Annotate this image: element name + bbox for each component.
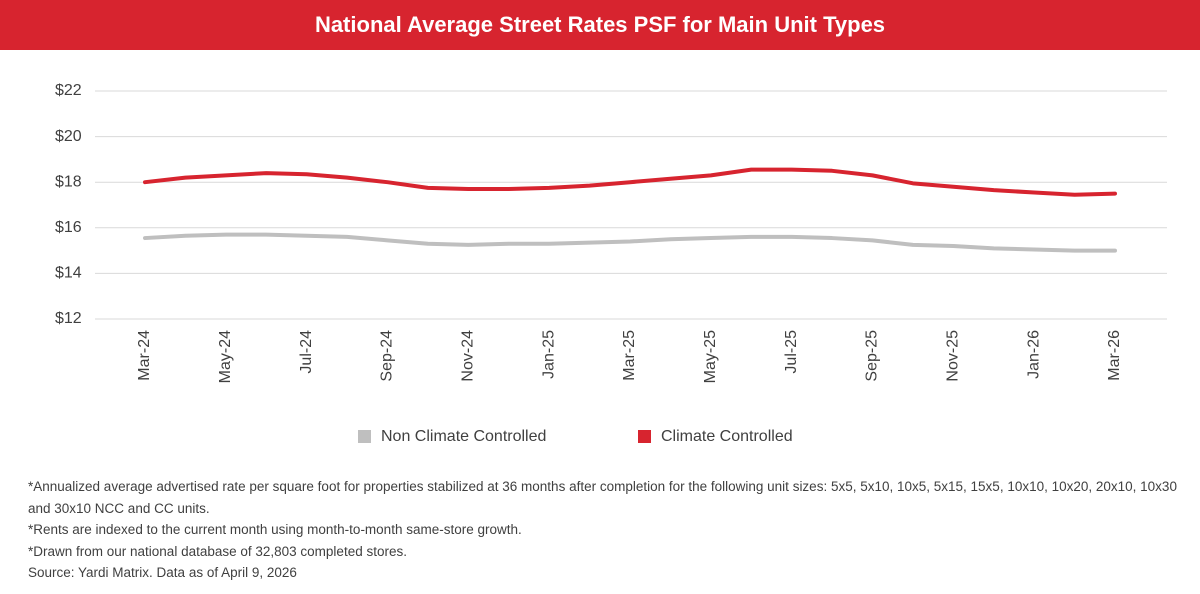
x-tick-label: Sep-24: [379, 330, 396, 382]
x-tick-label: Sep-25: [864, 330, 881, 382]
x-tick-label: May-24: [217, 330, 234, 383]
x-tick-label: Nov-25: [945, 330, 962, 382]
legend-label: Non Climate Controlled: [381, 428, 546, 445]
note: *Rents are indexed to the current month …: [28, 522, 522, 537]
x-tick-label: Mar-26: [1106, 330, 1123, 381]
legend-label: Climate Controlled: [661, 428, 793, 445]
y-tick-label: $18: [55, 173, 82, 190]
line-series: [143, 232, 1117, 253]
y-tick-label: $12: [55, 310, 82, 327]
y-tick-label: $22: [55, 82, 82, 99]
chart: $12 $14 $16 $18 $20 $22 Mar-24 May-24 Jul-24 Sep-…: [55, 82, 1167, 445]
x-tick-label: Mar-24: [136, 330, 153, 381]
y-tick-label: $16: [55, 219, 82, 236]
x-tick-label: May-25: [702, 330, 719, 383]
notes: *Annualized average advertised rate per …: [28, 476, 1178, 584]
x-tick-label: Jan-26: [1025, 330, 1042, 379]
x-tick-label: Jan-25: [540, 330, 557, 379]
line-series: [143, 167, 1117, 197]
legend-swatch: [358, 430, 371, 443]
x-tick-label: Nov-24: [460, 330, 477, 382]
chart-title: National Average Street Rates PSF for Ma…: [0, 0, 1200, 50]
note: *Drawn from our national database of 32,…: [28, 543, 407, 559]
note: *Annualized average advertised rate per …: [28, 479, 1177, 516]
legend-swatch: [638, 430, 651, 443]
x-tick-label: Mar-25: [621, 330, 638, 381]
x-tick-label: Jul-25: [783, 330, 800, 374]
x-tick-label: Jul-24: [298, 330, 315, 374]
note: Source: Yardi Matrix. Data as of April 9…: [28, 565, 297, 580]
y-tick-label: $20: [55, 128, 82, 145]
y-tick-label: $14: [55, 265, 82, 282]
